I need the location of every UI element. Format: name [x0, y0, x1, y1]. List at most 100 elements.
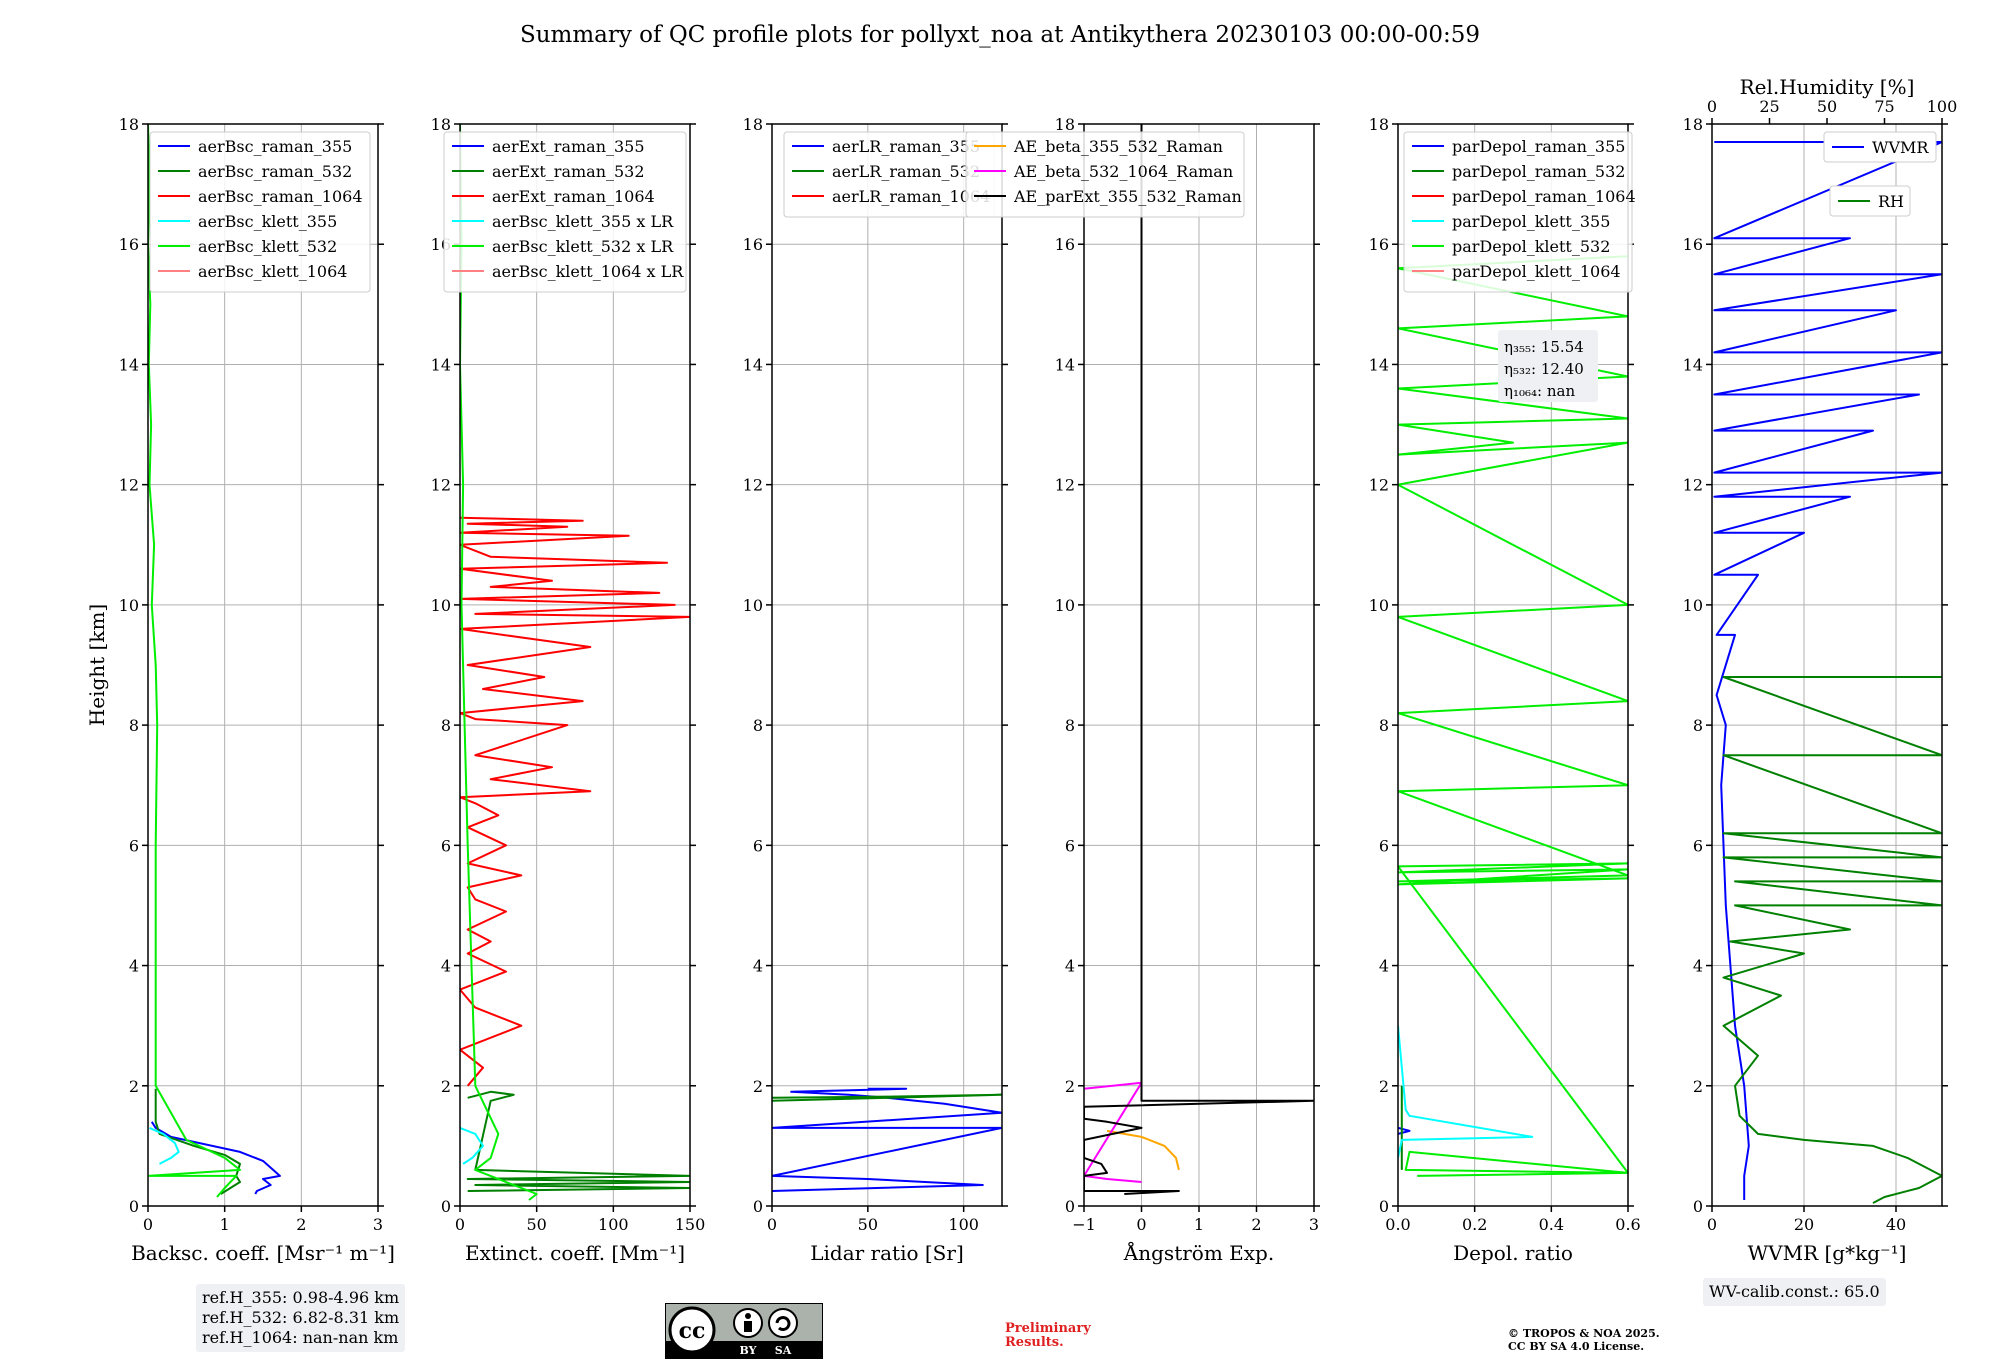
x-axis-label: WVMR [g*kg⁻¹]	[1748, 1241, 1907, 1265]
y-tick-label: 12	[1369, 476, 1389, 495]
x-tick-label: 0.0	[1385, 1215, 1410, 1234]
x-axis-label: Extinct. coeff. [Mm⁻¹]	[465, 1241, 685, 1265]
legend-label: aerBsc_klett_355	[198, 212, 337, 231]
legend-label: AE_beta_532_1064_Raman	[1013, 162, 1233, 181]
eta-value: η₁₀₆₄: nan	[1504, 382, 1575, 400]
legend: parDepol_raman_355 parDepol_raman_532 parD…	[1403, 131, 1636, 293]
legend-label: parDepol_raman_532	[1452, 162, 1625, 181]
legend-label: aerExt_raman_1064	[492, 187, 655, 206]
x-tick-label: 1	[220, 1215, 230, 1234]
legend-label: aerExt_raman_355	[492, 137, 645, 156]
x-tick-label: 2	[1251, 1215, 1261, 1234]
series-line-aerBsc_klett_355 x LR	[460, 1126, 484, 1165]
y-tick-label: 16	[1369, 235, 1389, 254]
y-tick-label: 14	[1369, 355, 1389, 374]
ref-height-box: ref.H_355: 0.98-4.96 km ref.H_532: 6.82-…	[196, 1284, 406, 1352]
legend-label: parDepol_klett_355	[1452, 212, 1610, 231]
y-tick-label: 2	[1379, 1077, 1389, 1096]
x-tick-label: 150	[675, 1215, 706, 1234]
legend-label: aerBsc_klett_1064 x LR	[492, 262, 684, 281]
license-sa: SA	[775, 1344, 792, 1357]
ref-height-532: ref.H_532: 6.82-8.31 km	[202, 1308, 400, 1327]
x-axis-label: Ångström Exp.	[1123, 1240, 1274, 1265]
legend-label: RH	[1878, 192, 1904, 211]
legend-label: AE_beta_355_532_Raman	[1013, 137, 1223, 156]
y-tick-label: 14	[431, 355, 451, 374]
x2-tick-label: 25	[1759, 97, 1779, 116]
x2-tick-label: 0	[1707, 97, 1717, 116]
legend-label: aerLR_raman_1064	[832, 187, 990, 206]
x-tick-label: 20	[1794, 1215, 1814, 1234]
y-tick-label: 2	[129, 1077, 139, 1096]
wv-calib-const: WV-calib.const.: 65.0	[1709, 1282, 1880, 1301]
legend-label: aerBsc_raman_532	[198, 162, 352, 181]
y-tick-label: 14	[743, 355, 763, 374]
x-tick-label: 0.4	[1539, 1215, 1564, 1234]
y-tick-label: 2	[753, 1077, 763, 1096]
x2-tick-label: 100	[1927, 97, 1958, 116]
plot-frame	[1397, 123, 1629, 1207]
y-tick-label: 6	[1065, 836, 1075, 855]
y-tick-label: 10	[1369, 596, 1389, 615]
x-tick-label: 0	[767, 1215, 777, 1234]
y-tick-label: 10	[1055, 596, 1075, 615]
y-tick-label: 12	[119, 476, 139, 495]
x-tick-label: 0.2	[1462, 1215, 1487, 1234]
legend-label: aerLR_raman_355	[832, 137, 980, 156]
y-tick-label: 2	[441, 1077, 451, 1096]
y-tick-label: 18	[743, 115, 763, 134]
copyright-line-1: © TROPOS & NOA 2025.	[1508, 1327, 1660, 1340]
series-line-aerExt_raman_532	[466, 1090, 690, 1192]
legend-label: aerBsc_raman_355	[198, 137, 352, 156]
x-tick-label: 0	[455, 1215, 465, 1234]
y-tick-label: 0	[129, 1197, 139, 1216]
y-tick-label: 10	[431, 596, 451, 615]
series-line-WVMR	[1713, 141, 1942, 1200]
plot-frame	[147, 123, 379, 1207]
legend-label: aerBsc_klett_532	[198, 237, 337, 256]
x2-axis-label: Rel.Humidity [%]	[1740, 75, 1915, 99]
preliminary-line-1: Preliminary	[1005, 1321, 1091, 1336]
y-tick-label: 4	[1065, 957, 1075, 976]
y-tick-label: 16	[119, 235, 139, 254]
y-tick-label: 10	[1683, 596, 1703, 615]
y-tick-label: 6	[129, 836, 139, 855]
series-line-parDepol_raman_355	[1398, 1126, 1411, 1135]
copyright-note: © TROPOS & NOA 2025. CC BY SA 4.0 Licens…	[1508, 1327, 1660, 1353]
y-tick-label: 4	[441, 957, 451, 976]
legend-rh: RH	[1829, 185, 1911, 217]
series-line-aerBsc_raman_532	[154, 1088, 241, 1195]
legend-label: parDepol_raman_1064	[1452, 187, 1636, 206]
x-tick-label: 40	[1886, 1215, 1906, 1234]
y-tick-label: 6	[1693, 836, 1703, 855]
legend-label: aerExt_raman_532	[492, 162, 645, 181]
legend-label: aerBsc_klett_532 x LR	[492, 237, 674, 256]
legend-label: parDepol_klett_1064	[1452, 262, 1621, 281]
y-tick-label: 0	[441, 1197, 451, 1216]
cc-license-logo: cc BY SA	[665, 1303, 823, 1359]
y-tick-label: 16	[1055, 235, 1075, 254]
copyright-line-2: CC BY SA 4.0 License.	[1508, 1340, 1645, 1353]
x-tick-label: 100	[598, 1215, 629, 1234]
y-tick-label: 12	[743, 476, 763, 495]
y-tick-label: 8	[753, 716, 763, 735]
eta-annotation: η₃₅₅: 15.54 η₅₃₂: 12.40 η₁₀₆₄: nan	[1498, 330, 1598, 402]
series-line-aerLR_raman_355	[772, 1087, 1002, 1192]
x-tick-label: 0.6	[1615, 1215, 1640, 1234]
y-tick-label: 8	[1065, 716, 1075, 735]
y-tick-label: 16	[1683, 235, 1703, 254]
figure-title: Summary of QC profile plots for pollyxt_…	[519, 22, 1481, 48]
eta-value: η₅₃₂: 12.40	[1504, 360, 1584, 378]
plot-frame	[459, 123, 691, 1207]
x-tick-label: 0	[1707, 1215, 1717, 1234]
series-line-aerBsc_raman_355	[150, 1121, 281, 1195]
y-tick-label: 14	[1055, 355, 1075, 374]
legend-label: WVMR	[1872, 138, 1929, 157]
y-tick-label: 8	[1379, 716, 1389, 735]
x-axis-label: Backsc. coeff. [Msr⁻¹ m⁻¹]	[131, 1241, 395, 1265]
y-tick-label: 12	[1055, 476, 1075, 495]
preliminary-note: Preliminary Results.	[1005, 1322, 1091, 1350]
y-tick-label: 4	[129, 957, 139, 976]
